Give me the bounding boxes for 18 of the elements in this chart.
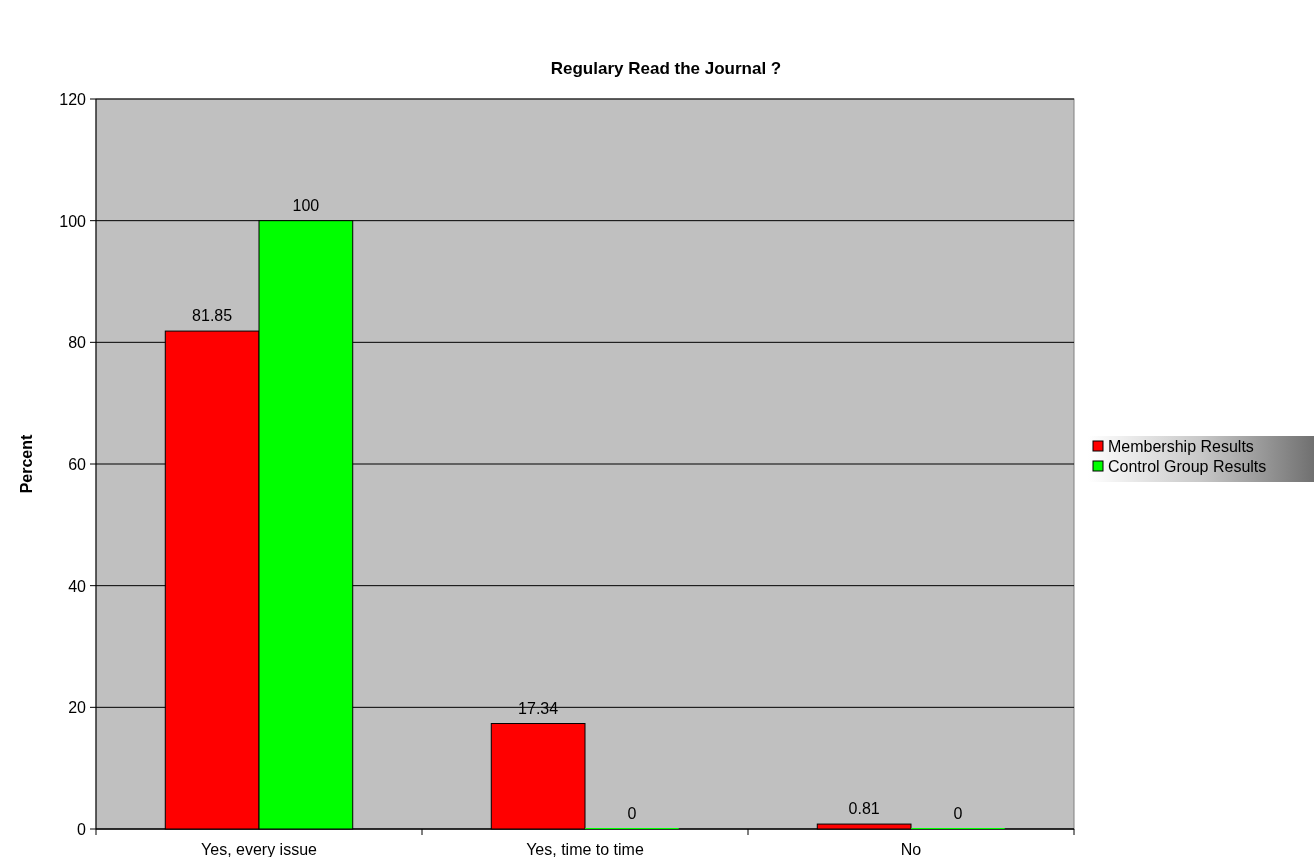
y-tick-label: 60 — [68, 456, 87, 473]
legend-label: Control Group Results — [1108, 458, 1267, 475]
data-label: 81.85 — [192, 307, 233, 325]
y-tick-label: 40 — [68, 577, 87, 595]
y-tick-label: 100 — [59, 212, 87, 230]
chart-title: Regulary Read the Journal ? — [550, 59, 782, 78]
x-tick-label: No — [900, 841, 922, 857]
y-tick-label: 80 — [68, 334, 87, 352]
data-label: 100 — [292, 196, 320, 214]
y-tick-label: 120 — [59, 91, 87, 108]
legend-label: Membership Results — [1108, 438, 1254, 455]
y-axis-title: Percent — [18, 433, 35, 494]
y-tick-label: 20 — [68, 699, 87, 717]
data-label: 0 — [953, 805, 963, 822]
y-tick-label: 0 — [77, 821, 87, 838]
x-tick-label: Yes, time to time — [526, 841, 644, 857]
data-label: 0 — [627, 805, 637, 822]
data-label: 0.81 — [848, 800, 880, 818]
